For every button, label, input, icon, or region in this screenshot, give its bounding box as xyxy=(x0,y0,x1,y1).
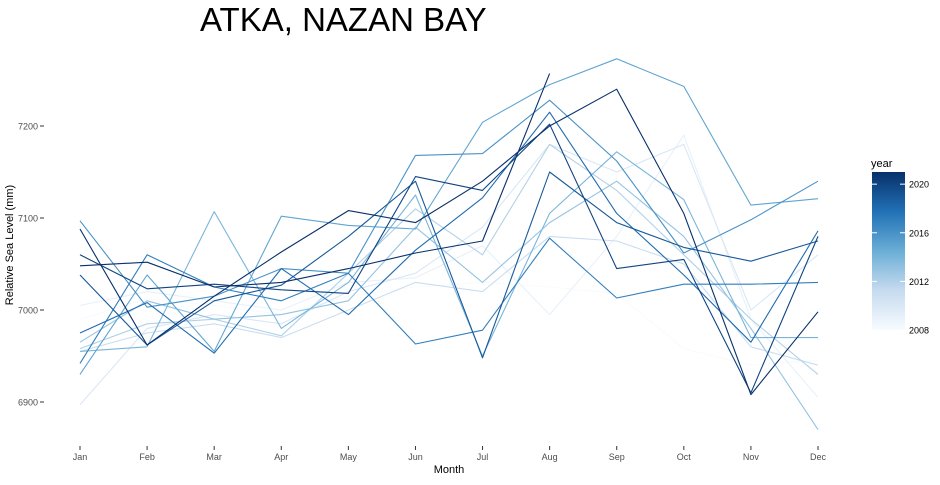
series-line-2018 xyxy=(79,111,819,354)
legend-tick-label: 2016 xyxy=(909,228,929,238)
x-axis-label: Month xyxy=(434,464,465,476)
x-tick-label: Nov xyxy=(743,452,760,462)
series-line-2010 xyxy=(79,143,819,406)
legend-tick-label: 2012 xyxy=(909,277,929,287)
legend-title: year xyxy=(871,158,893,170)
x-tick-label: Oct xyxy=(677,452,692,462)
series-line-2009 xyxy=(79,134,819,398)
series-line-2011 xyxy=(79,235,819,366)
x-tick-label: Jan xyxy=(73,452,88,462)
x-axis: Jan Feb Mar Apr May Jun Jul Aug Sep Oct Nov Dec xyxy=(73,446,827,462)
x-tick-label: Mar xyxy=(206,452,222,462)
series-line-2022 xyxy=(79,73,551,288)
y-axis-label: Relative Sea Level (mm) xyxy=(4,185,16,305)
series-line-2017 xyxy=(79,237,819,364)
legend-tick-label: 2020 xyxy=(909,180,929,190)
series-line-2012 xyxy=(79,143,819,375)
legend-colorbar xyxy=(872,172,905,330)
x-tick-label: Feb xyxy=(139,452,155,462)
series-line-2019 xyxy=(79,171,819,359)
series-line-2015 xyxy=(79,58,819,375)
x-tick-label: Jun xyxy=(408,452,423,462)
series-line-2020 xyxy=(79,123,819,394)
legend-tick-label: 2008 xyxy=(909,326,929,336)
chart-title: ATKA, NAZAN BAY xyxy=(200,1,487,38)
x-tick-label: May xyxy=(340,452,358,462)
series-line-2013 xyxy=(79,180,819,430)
y-tick-label: 6900 xyxy=(18,398,38,408)
x-tick-label: Aug xyxy=(542,452,558,462)
y-axis: 6900 7000 7100 7200 xyxy=(18,122,44,408)
series-line-2016 xyxy=(79,99,819,308)
x-tick-label: Apr xyxy=(274,452,288,462)
legend-ticks: 2008 2012 2016 2020 xyxy=(872,180,929,336)
series-line-2021 xyxy=(79,88,819,396)
x-tick-label: Jul xyxy=(477,452,489,462)
x-tick-label: Sep xyxy=(609,452,625,462)
x-tick-label: Dec xyxy=(810,452,827,462)
plot-area xyxy=(79,58,819,430)
y-tick-label: 7000 xyxy=(18,306,38,316)
series-line-2008 xyxy=(79,281,819,366)
series-line-2014 xyxy=(79,151,818,357)
year-legend: year 2008 2012 2016 2020 xyxy=(871,158,929,336)
y-tick-label: 7200 xyxy=(18,122,38,132)
y-tick-label: 7100 xyxy=(18,214,38,224)
